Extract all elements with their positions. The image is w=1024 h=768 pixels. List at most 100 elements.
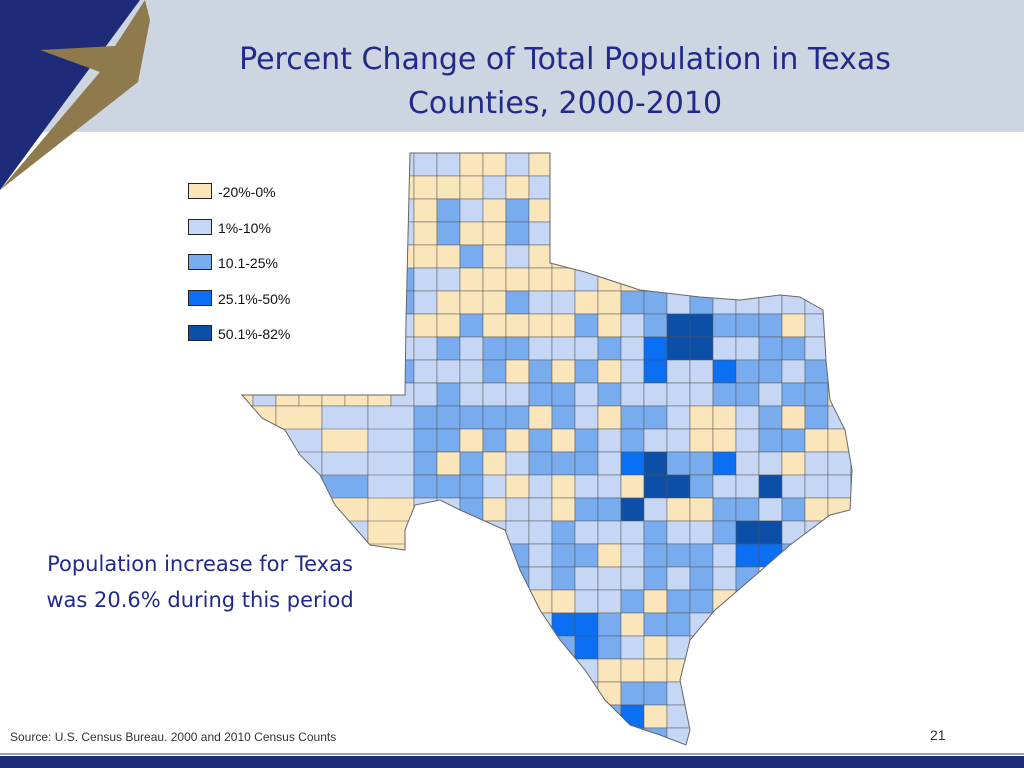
county xyxy=(827,589,852,614)
county xyxy=(712,635,737,660)
county xyxy=(551,658,576,683)
county xyxy=(551,428,576,453)
county xyxy=(827,405,852,430)
county xyxy=(597,497,622,522)
county xyxy=(505,198,530,223)
county xyxy=(712,313,737,338)
county xyxy=(482,681,507,706)
county xyxy=(850,451,852,476)
county xyxy=(804,681,829,706)
county xyxy=(620,221,645,246)
county xyxy=(620,474,645,499)
county xyxy=(390,175,415,200)
county xyxy=(482,175,507,200)
county xyxy=(804,359,829,384)
county xyxy=(781,543,806,568)
county xyxy=(298,198,323,223)
county xyxy=(781,175,806,200)
county xyxy=(666,198,691,223)
county xyxy=(482,566,507,591)
county xyxy=(505,313,530,338)
county xyxy=(390,313,415,338)
county xyxy=(367,175,392,200)
county xyxy=(666,359,691,384)
county xyxy=(367,359,392,384)
county xyxy=(850,382,852,407)
county-grid xyxy=(242,153,852,745)
county xyxy=(505,658,530,683)
county xyxy=(620,175,645,200)
county xyxy=(666,153,691,177)
county xyxy=(781,474,806,499)
county xyxy=(620,635,645,660)
county xyxy=(367,704,415,745)
county xyxy=(850,658,852,683)
county xyxy=(242,612,277,660)
county xyxy=(321,336,346,361)
county xyxy=(459,520,484,545)
county xyxy=(781,405,806,430)
county xyxy=(758,290,783,315)
county xyxy=(597,153,622,177)
county xyxy=(275,244,300,269)
county xyxy=(850,313,852,338)
county xyxy=(597,198,622,223)
county xyxy=(574,612,599,637)
county xyxy=(850,405,852,430)
county xyxy=(482,497,507,522)
county xyxy=(574,405,599,430)
county xyxy=(242,153,254,177)
county xyxy=(597,543,622,568)
county xyxy=(735,382,760,407)
county xyxy=(643,382,668,407)
county xyxy=(781,497,806,522)
county xyxy=(551,313,576,338)
county xyxy=(850,428,852,453)
county xyxy=(436,405,461,430)
county xyxy=(712,681,737,706)
county xyxy=(413,198,438,223)
county xyxy=(666,704,691,729)
county xyxy=(666,221,691,246)
county xyxy=(413,359,438,384)
county xyxy=(413,267,438,292)
county xyxy=(735,543,760,568)
county xyxy=(436,520,461,545)
county xyxy=(827,612,852,637)
county xyxy=(804,428,829,453)
county xyxy=(597,405,622,430)
county xyxy=(850,589,852,614)
county xyxy=(436,658,461,683)
county xyxy=(505,635,530,660)
county xyxy=(482,153,507,177)
county xyxy=(242,405,277,453)
county xyxy=(298,359,323,384)
county xyxy=(758,451,783,476)
county xyxy=(643,153,668,177)
county xyxy=(321,175,346,200)
county xyxy=(413,382,438,407)
county xyxy=(781,451,806,476)
county xyxy=(827,221,852,246)
county xyxy=(344,153,369,177)
county xyxy=(459,635,484,660)
county xyxy=(643,313,668,338)
county xyxy=(781,198,806,223)
county xyxy=(482,612,507,637)
county xyxy=(298,336,323,361)
county xyxy=(275,635,323,683)
county xyxy=(413,520,438,545)
county xyxy=(643,336,668,361)
county xyxy=(367,543,415,591)
county xyxy=(528,727,553,745)
county xyxy=(321,153,346,177)
county xyxy=(436,244,461,269)
county xyxy=(597,658,622,683)
county xyxy=(574,198,599,223)
county xyxy=(597,566,622,591)
legend-swatch xyxy=(188,325,212,342)
county xyxy=(804,221,829,246)
county xyxy=(298,290,323,315)
county xyxy=(298,153,323,177)
county xyxy=(413,290,438,315)
